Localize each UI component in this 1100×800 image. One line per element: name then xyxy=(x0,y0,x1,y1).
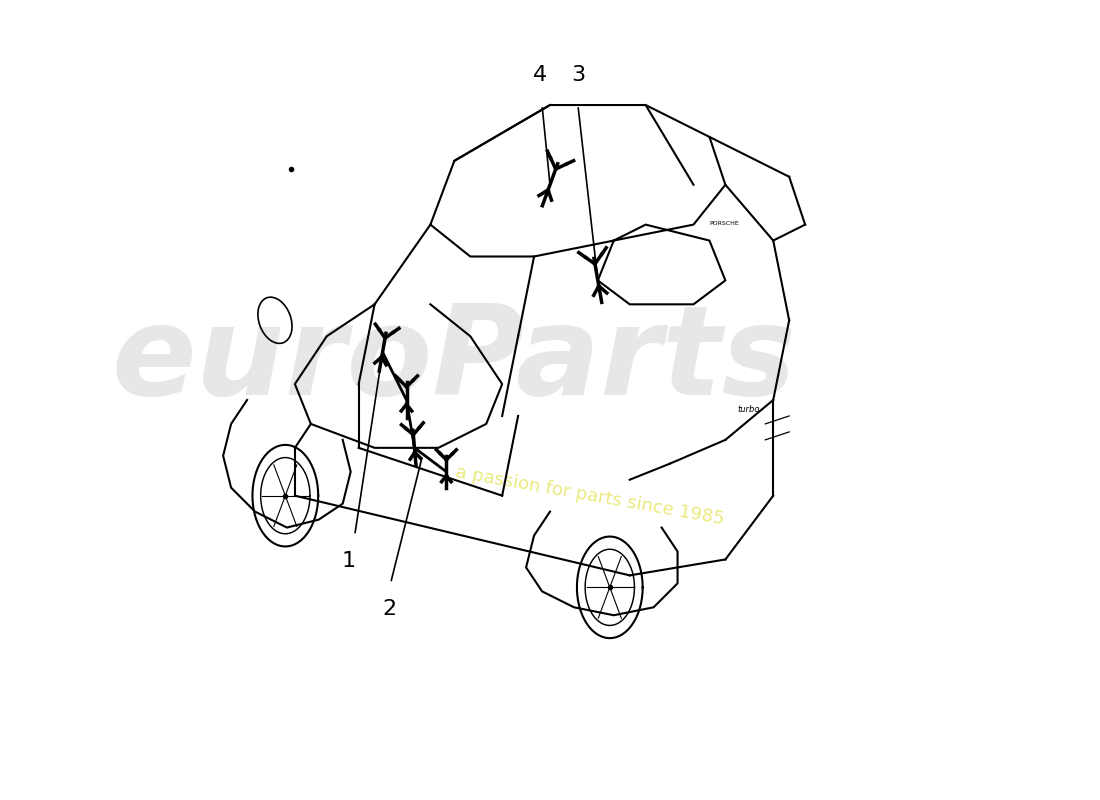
Text: 1: 1 xyxy=(342,551,356,571)
Text: PORSCHE: PORSCHE xyxy=(710,221,739,226)
Text: turbo: turbo xyxy=(737,405,760,414)
Text: euroParts: euroParts xyxy=(112,300,796,421)
Text: 3: 3 xyxy=(571,65,585,85)
Text: a passion for parts since 1985: a passion for parts since 1985 xyxy=(454,463,726,528)
Text: 2: 2 xyxy=(382,599,396,619)
Text: 4: 4 xyxy=(534,65,548,85)
